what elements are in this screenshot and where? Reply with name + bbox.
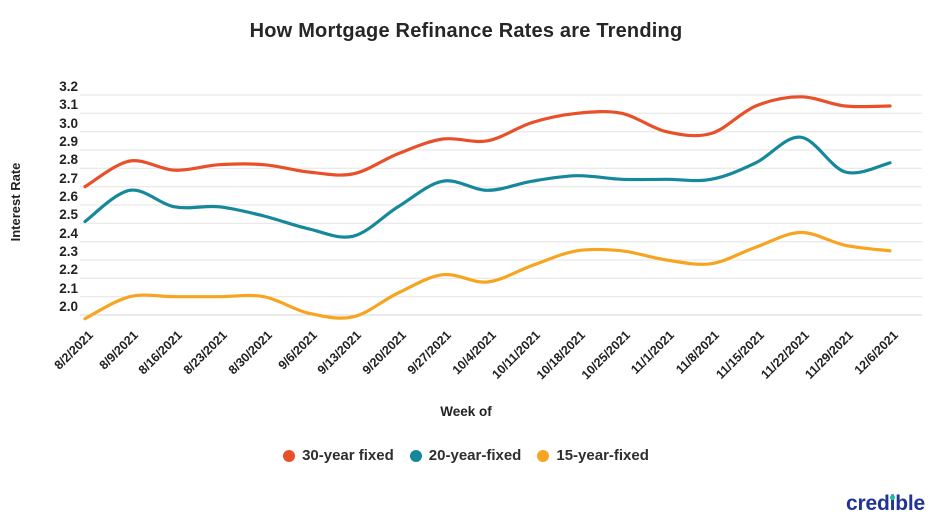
- y-tick-label: 2.3: [59, 244, 78, 259]
- legend-label: 20-year-fixed: [428, 447, 522, 464]
- legend-dot-icon: [537, 449, 550, 462]
- y-tick-label: 2.4: [59, 225, 78, 241]
- y-tick-label: 3.1: [59, 97, 78, 113]
- series-line-15-year-fixed: [83, 230, 892, 321]
- y-tick-label: 2.5: [59, 207, 78, 223]
- logo-letter: b: [895, 492, 908, 515]
- y-tick-label: 3.2: [59, 79, 78, 94]
- legend-item-30-year-fixed: 30-year fixed: [283, 447, 394, 464]
- gridlines: [80, 94, 922, 316]
- logo-letter: e: [913, 492, 926, 515]
- series-line-30-year-fixed: [83, 95, 892, 189]
- y-tick-label: 2.0: [59, 299, 78, 314]
- chart-title: How Mortgage Refinance Rates are Trendin…: [249, 20, 683, 42]
- chart-legend: 30-year fixed 20-year-fixed 15-year-fixed: [0, 447, 932, 464]
- y-tick-label: 2.9: [59, 134, 78, 149]
- legend-item-15-year-fixed: 15-year-fixed: [537, 447, 649, 464]
- logo-letter: l: [907, 492, 914, 515]
- logo-letter: d: [876, 492, 890, 515]
- y-tick-label: 2.7: [59, 170, 78, 186]
- y-tick-label: 2.8: [59, 152, 78, 168]
- y-tick-label: 2.6: [59, 189, 78, 204]
- y-tick-label: 3.0: [59, 115, 78, 131]
- legend-label: 15-year-fixed: [556, 447, 649, 464]
- y-tick-label: 2.1: [59, 280, 78, 296]
- y-tick-label: 2.2: [59, 262, 78, 278]
- series-line-20-year-fixed: [83, 135, 892, 239]
- credible-logo: credible: [846, 492, 925, 516]
- legend-item-20-year-fixed: 20-year-fixed: [409, 447, 522, 464]
- legend-label: 30-year fixed: [302, 447, 394, 464]
- logo-letter: e: [865, 492, 877, 515]
- x-axis-title: Week of: [440, 404, 492, 419]
- logo-letter: c: [846, 492, 858, 515]
- logo-letter: r: [857, 492, 866, 515]
- legend-dot-icon: [409, 449, 422, 462]
- logo-letter: i: [889, 492, 896, 515]
- legend-dot-icon: [283, 449, 296, 462]
